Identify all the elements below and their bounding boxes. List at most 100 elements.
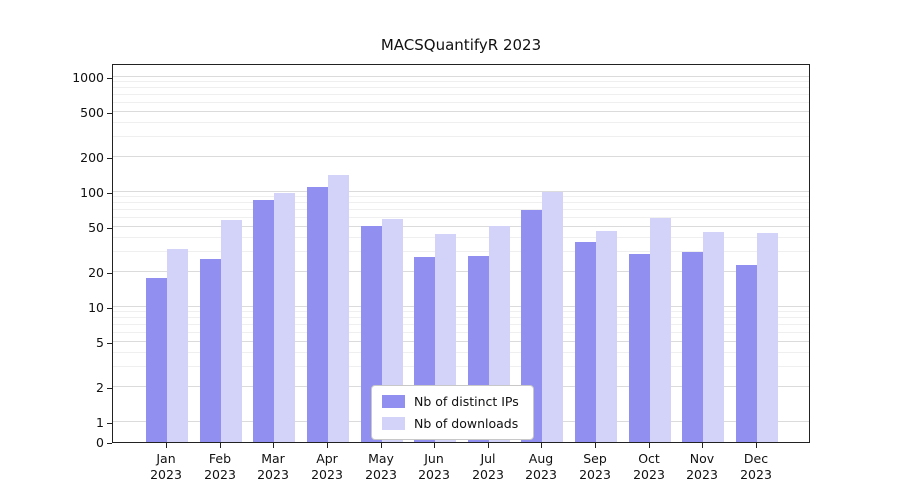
y-tick-mark-2: [107, 388, 112, 389]
gridline-8: [113, 317, 809, 318]
y-tick-label-20: 20: [88, 265, 104, 280]
x-tick-year: 2023: [525, 467, 557, 482]
gridline-4: [113, 352, 809, 353]
y-tick-label-500: 500: [80, 105, 104, 120]
x-tick-year: 2023: [257, 467, 289, 482]
bar-sep-downloads: [596, 230, 617, 442]
bar-oct-distinct-ips: [629, 253, 650, 442]
gridline-50: [113, 226, 809, 227]
bar-dec-downloads: [757, 233, 778, 442]
x-tick-year: 2023: [633, 467, 665, 482]
gridline-30: [113, 251, 809, 252]
legend-label: Nb of distinct IPs: [414, 394, 519, 409]
x-tick-mark-oct: [649, 443, 650, 448]
x-tick-label-apr: Apr 2023: [295, 451, 359, 483]
gridline-9: [113, 311, 809, 312]
y-tick-label-200: 200: [80, 150, 104, 165]
y-tick-label-1: 1: [96, 415, 104, 430]
gridline-60: [113, 217, 809, 218]
legend-swatch-icon: [382, 417, 405, 430]
x-tick-year: 2023: [204, 467, 236, 482]
x-tick-year: 2023: [365, 467, 397, 482]
gridline-1000: [113, 76, 809, 77]
x-tick-year: 2023: [472, 467, 504, 482]
x-tick-month: Jan: [156, 451, 176, 466]
x-tick-mark-dec: [756, 443, 757, 448]
x-tick-mark-jan: [166, 443, 167, 448]
y-tick-mark-100: [107, 193, 112, 194]
x-tick-mark-aug: [541, 443, 542, 448]
y-tick-label-5: 5: [96, 335, 104, 350]
x-tick-label-jan: Jan 2023: [134, 451, 198, 483]
gridline-10: [113, 306, 809, 307]
x-tick-label-mar: Mar 2023: [241, 451, 305, 483]
gridline-300: [113, 136, 809, 137]
gridline-20: [113, 271, 809, 272]
legend-item-distinct-ips: Nb of distinct IPs: [382, 394, 519, 409]
bar-apr-distinct-ips: [307, 187, 328, 442]
gridline-80: [113, 202, 809, 203]
x-tick-month: Sep: [583, 451, 607, 466]
y-tick-label-1000: 1000: [72, 70, 104, 85]
legend-label: Nb of downloads: [414, 416, 519, 431]
bar-feb-distinct-ips: [200, 259, 221, 442]
y-tick-label-0: 0: [96, 435, 104, 450]
x-tick-year: 2023: [686, 467, 718, 482]
gridline-6: [113, 332, 809, 333]
x-tick-mark-nov: [702, 443, 703, 448]
bar-oct-downloads: [650, 217, 671, 442]
x-tick-mark-jul: [488, 443, 489, 448]
x-tick-month: Oct: [638, 451, 660, 466]
y-tick-mark-5: [107, 343, 112, 344]
gridline-500: [113, 111, 809, 112]
bar-aug-distinct-ips: [521, 209, 542, 442]
y-tick-mark-0: [107, 443, 112, 444]
x-tick-label-dec: Dec 2023: [724, 451, 788, 483]
gridline-3: [113, 366, 809, 367]
gridline-90: [113, 196, 809, 197]
x-tick-month: Aug: [528, 451, 554, 466]
x-tick-label-may: May 2023: [349, 451, 413, 483]
x-tick-mark-apr: [327, 443, 328, 448]
y-tick-label-50: 50: [88, 220, 104, 235]
x-tick-month: Mar: [261, 451, 285, 466]
y-tick-label-2: 2: [96, 380, 104, 395]
y-tick-mark-10: [107, 308, 112, 309]
y-tick-mark-1: [107, 423, 112, 424]
x-tick-mark-jun: [434, 443, 435, 448]
x-tick-month: Jul: [480, 451, 496, 466]
y-tick-label-10: 10: [88, 300, 104, 315]
bar-aug-downloads: [542, 192, 563, 442]
bar-nov-distinct-ips: [682, 252, 703, 442]
bar-sep-distinct-ips: [575, 241, 596, 442]
gridline-7: [113, 324, 809, 325]
bar-jan-distinct-ips: [146, 277, 167, 442]
x-tick-mark-feb: [220, 443, 221, 448]
x-tick-month: Nov: [689, 451, 715, 466]
x-tick-mark-sep: [595, 443, 596, 448]
x-tick-label-aug: Aug 2023: [509, 451, 573, 483]
chart-title: MACSQuantifyR 2023: [380, 36, 542, 54]
x-tick-month: Jun: [424, 451, 444, 466]
gridline-900: [113, 81, 809, 82]
x-tick-month: Dec: [743, 451, 769, 466]
bar-nov-downloads: [703, 231, 724, 442]
bar-mar-downloads: [274, 193, 295, 442]
x-tick-month: Apr: [316, 451, 338, 466]
x-tick-month: May: [368, 451, 394, 466]
x-tick-year: 2023: [150, 467, 182, 482]
legend-swatch-icon: [382, 395, 405, 408]
x-tick-mark-may: [381, 443, 382, 448]
x-tick-year: 2023: [740, 467, 772, 482]
gridline-40: [113, 237, 809, 238]
y-tick-mark-200: [107, 158, 112, 159]
bar-apr-downloads: [328, 175, 349, 442]
gridline-200: [113, 156, 809, 157]
y-tick-mark-1000: [107, 78, 112, 79]
gridline-100: [113, 191, 809, 192]
x-tick-year: 2023: [311, 467, 343, 482]
plot-area: Nb of distinct IPs Nb of downloads: [112, 64, 810, 443]
bar-dec-distinct-ips: [736, 265, 757, 442]
x-tick-month: Feb: [208, 451, 232, 466]
